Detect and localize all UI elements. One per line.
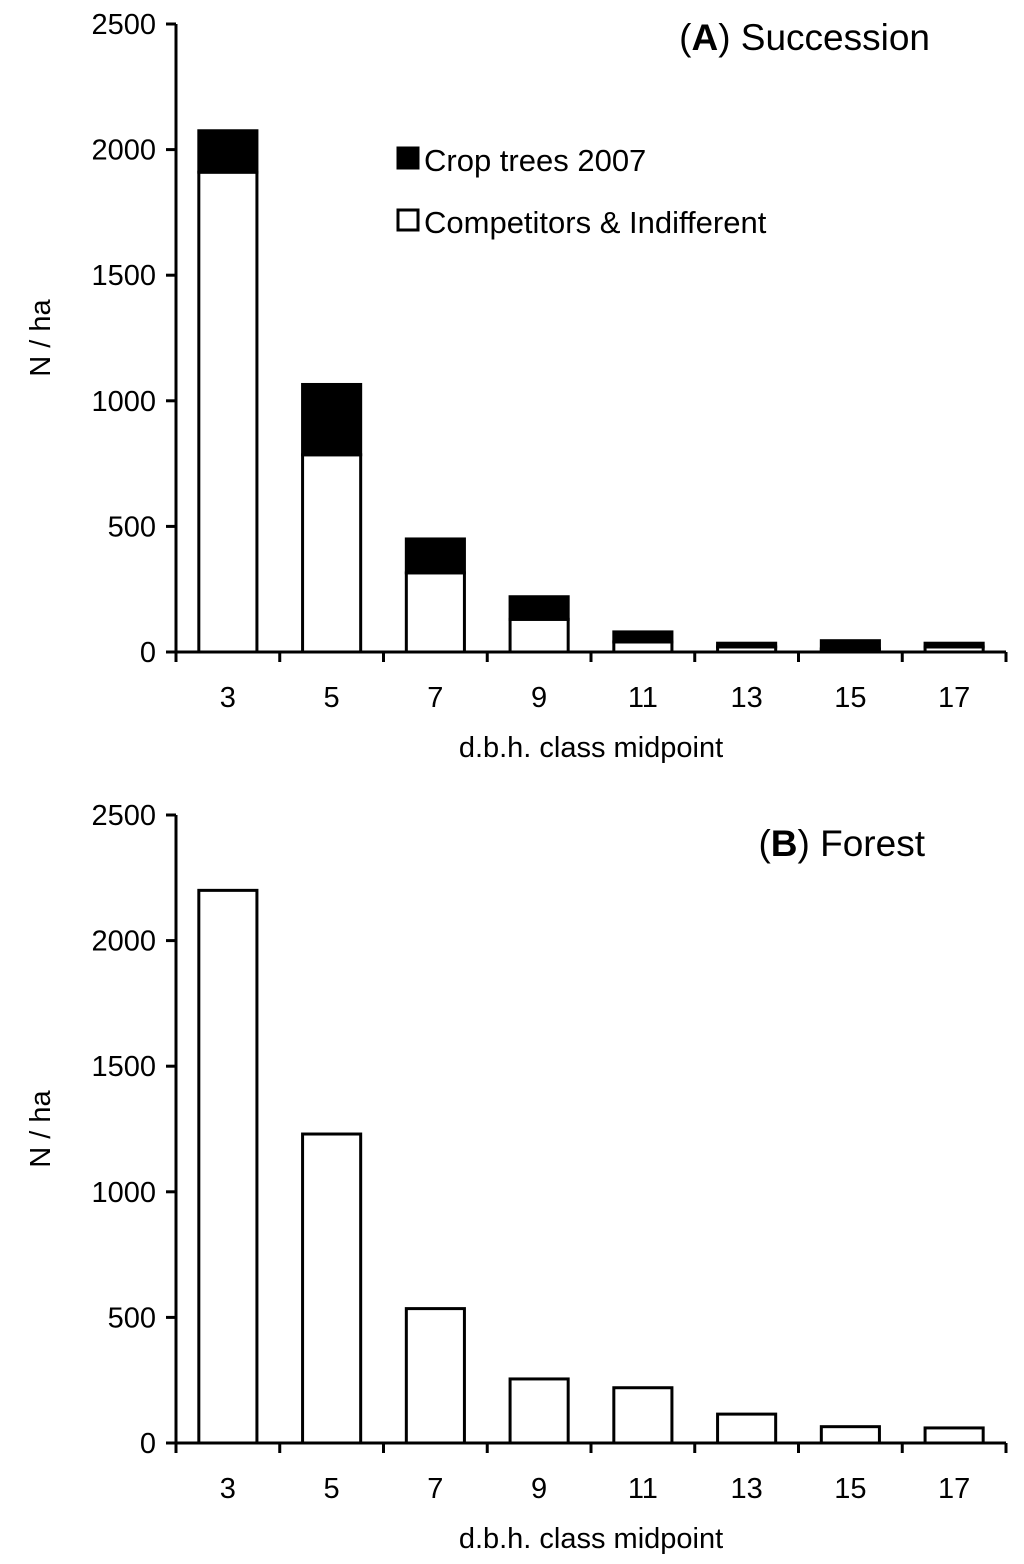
y-tick-label: 0 xyxy=(140,1428,156,1460)
x-tick-label: 15 xyxy=(834,1473,866,1505)
x-tick-label: 9 xyxy=(531,682,547,714)
x-tick-label: 9 xyxy=(531,1473,547,1505)
bar-stack-15 xyxy=(819,639,881,651)
x-tick-label: 17 xyxy=(938,1473,970,1505)
y-tick-label: 2000 xyxy=(91,926,156,958)
x-tick-label: 15 xyxy=(834,682,866,714)
x-tick-label: 13 xyxy=(730,1473,762,1505)
bar-base-9 xyxy=(508,617,570,654)
bar-base-17 xyxy=(923,1426,985,1445)
bars xyxy=(197,129,985,654)
panel-letter: A xyxy=(691,17,718,58)
x-tick-label: 11 xyxy=(628,682,658,714)
y-tick-label: 1000 xyxy=(91,1177,156,1209)
y-tick-label: 1500 xyxy=(91,1051,156,1083)
bar-stack-5 xyxy=(301,382,363,457)
bar-stack-11 xyxy=(612,630,674,644)
x-axis-title: d.b.h. class midpoint xyxy=(459,732,723,764)
y-tick-label: 500 xyxy=(108,511,156,543)
bars xyxy=(197,888,985,1445)
bar-base-3 xyxy=(197,888,259,1445)
y-axis-title: N / ha xyxy=(25,1089,57,1167)
bar-stack-9 xyxy=(508,595,570,621)
x-tick-label: 5 xyxy=(324,682,340,714)
x-tick-label: 3 xyxy=(220,682,236,714)
bar-stack-17 xyxy=(923,641,985,649)
legend-swatch xyxy=(396,208,420,232)
x-tick-label: 3 xyxy=(220,1473,236,1505)
bar-base-9 xyxy=(508,1377,570,1445)
y-axis-title: N / ha xyxy=(25,298,57,376)
bar-base-11 xyxy=(612,640,674,654)
legend-label: Competitors & Indifferent xyxy=(424,205,767,240)
bar-base-3 xyxy=(197,170,259,654)
x-tick-label: 11 xyxy=(628,1473,658,1505)
panel-title: (A) Succession xyxy=(679,17,930,58)
x-tick-label: 17 xyxy=(938,682,970,714)
y-tick-label: 2500 xyxy=(91,800,156,832)
bar-base-13 xyxy=(716,1412,778,1445)
bar-base-11 xyxy=(612,1386,674,1445)
bar-base-7 xyxy=(404,1307,466,1445)
panel-letter: B xyxy=(771,823,798,864)
bar-base-7 xyxy=(404,571,466,654)
panel-a-succession: 0 500 1000 1500 2000 2500 3 5 7 9 11 13 15 17 d.b.h. c… xyxy=(25,9,1008,764)
x-axis-title: d.b.h. class midpoint xyxy=(459,1523,723,1555)
legend-label: Crop trees 2007 xyxy=(424,143,646,178)
x-tick-label: 13 xyxy=(730,682,762,714)
y-tick-label: 500 xyxy=(108,1302,156,1334)
y-tick-label: 1000 xyxy=(91,386,156,418)
panel-title: (B) Forest xyxy=(758,823,925,864)
legend-swatch xyxy=(396,146,420,170)
x-tick-label: 7 xyxy=(427,682,443,714)
x-tick-label: 5 xyxy=(324,1473,340,1505)
legend: Crop trees 2007 Competitors & Indifferent xyxy=(396,143,767,240)
x-tick-label: 7 xyxy=(427,1473,443,1505)
panel-b-forest: 0 500 1000 1500 2000 2500 3 5 7 9 11 13 15 17 d.b.h. c… xyxy=(25,800,1008,1555)
bar-stack-3 xyxy=(197,129,259,174)
bar-stack-7 xyxy=(404,537,466,575)
y-tick-label: 2000 xyxy=(91,135,156,167)
bar-stack-13 xyxy=(716,641,778,649)
bar-base-15 xyxy=(819,1425,881,1445)
bar-base-5 xyxy=(301,1132,363,1445)
y-tick-label: 2500 xyxy=(91,9,156,41)
bar-base-5 xyxy=(301,453,363,654)
y-tick-label: 1500 xyxy=(91,260,156,292)
y-tick-label: 0 xyxy=(140,637,156,669)
